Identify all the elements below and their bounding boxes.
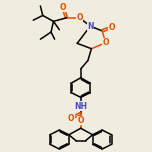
Text: O: O (60, 3, 66, 12)
Text: O: O (68, 114, 74, 123)
Text: O: O (78, 116, 84, 125)
Text: NH: NH (74, 102, 87, 111)
Text: O: O (108, 23, 115, 32)
Text: N: N (87, 22, 93, 31)
Text: O: O (76, 13, 83, 22)
Text: O: O (102, 38, 109, 47)
